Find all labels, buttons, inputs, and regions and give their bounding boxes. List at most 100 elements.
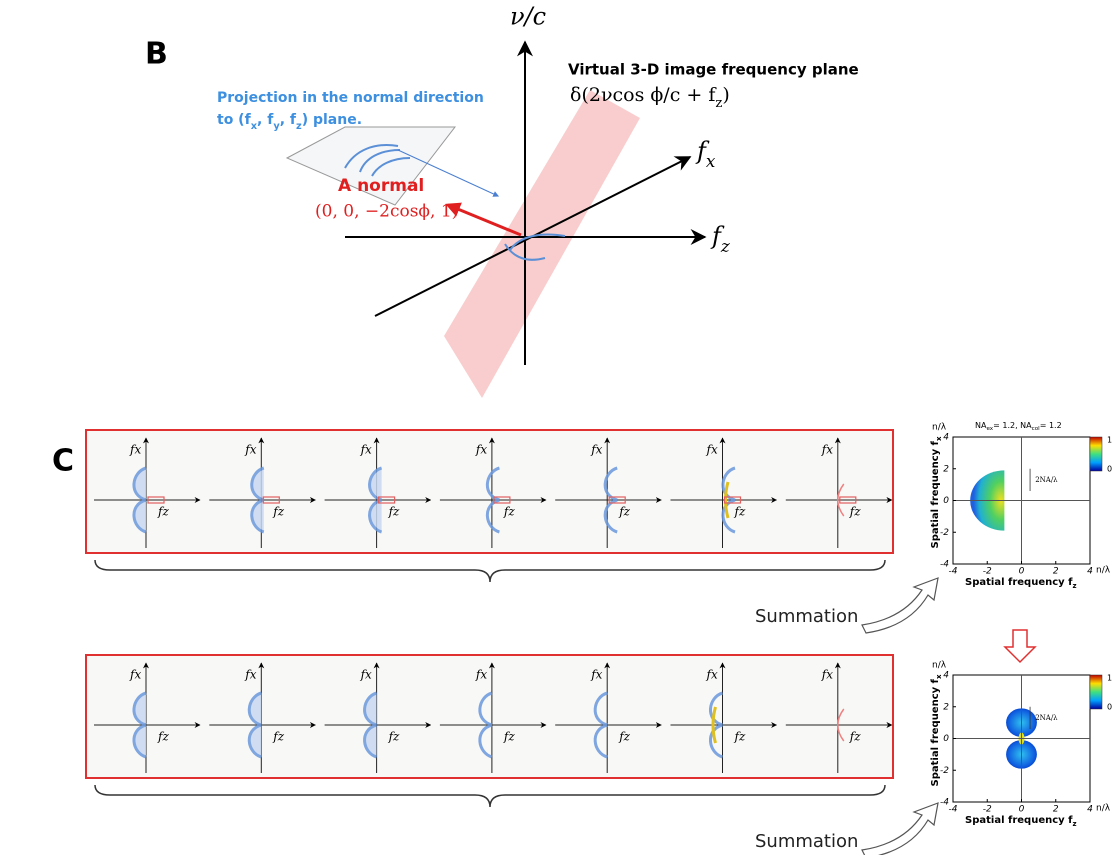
axis-label: fx [695, 137, 716, 171]
y-tick-label: -2 [940, 766, 949, 776]
text-run: = 1.2 [1040, 421, 1062, 430]
panel-label: fz [618, 730, 630, 744]
annotation: 2NA/λ [1035, 476, 1058, 484]
summation-arrow [861, 577, 939, 634]
text-run: Spatial frequency f [930, 440, 941, 548]
crescent-core [724, 481, 730, 519]
x-tick-label: 0 [1019, 805, 1025, 815]
summation-label: Summation [755, 606, 858, 627]
axis-label: Spatial frequency fx [930, 436, 943, 549]
panel-label: fx [244, 668, 256, 682]
panel-label: fx [475, 443, 487, 457]
text-run: , f [280, 112, 297, 128]
crescent [721, 466, 736, 534]
subscript: z [1073, 820, 1077, 828]
subscript: x [706, 151, 716, 171]
plot-title: NAex= 1.2, NAcol= 1.2 [975, 421, 1062, 432]
panel-label: fx [590, 668, 602, 682]
flow-arrow [1003, 629, 1037, 664]
crescent [709, 691, 724, 759]
panel-label: fz [388, 730, 400, 744]
crescent [478, 691, 493, 759]
y-tick-label: 0 [943, 496, 949, 506]
panel-label: fx [475, 668, 487, 682]
panel-label: fz [503, 505, 515, 519]
subscript: ex [986, 426, 993, 432]
panel-label: fx [590, 443, 602, 457]
shift-arrow [378, 496, 396, 504]
panel-label: fz [272, 505, 284, 519]
panel-label: fz [618, 505, 630, 519]
y-tick-label: 2 [943, 464, 949, 474]
brace [94, 784, 886, 808]
panel-label: fz [849, 505, 861, 519]
text-run: = 1.2, NA [993, 421, 1032, 430]
x-tick-label: -4 [949, 567, 958, 577]
normal-title: A normal [338, 176, 424, 196]
subscript: y [273, 121, 280, 132]
panel-label: B [145, 37, 168, 72]
normal-arrow [445, 202, 522, 237]
panel-label: C [52, 444, 74, 479]
x-tick-label: 4 [1087, 567, 1093, 577]
subscript: x [935, 674, 943, 679]
y-tick-label: 0 [943, 734, 949, 744]
shift-arrow [839, 496, 857, 504]
subscript: x [935, 436, 943, 441]
subscript: z [715, 96, 722, 111]
y-tick-label: -4 [940, 798, 949, 808]
shift-arrow [147, 496, 165, 504]
crescent [247, 691, 262, 759]
axis-label: ν/c [510, 3, 546, 31]
text-run: NA [975, 421, 987, 430]
y-tick-label: 4 [943, 433, 949, 443]
shift-arrow [262, 496, 280, 504]
unit-label: n/λ [932, 423, 947, 433]
brace [94, 559, 886, 583]
y-tick-label: 4 [943, 671, 949, 681]
axis-label: Spatial frequency fx [930, 674, 943, 787]
panel-b-drawing [285, 40, 707, 398]
panel-label: fx [706, 443, 718, 457]
unit-label: n/λ [1096, 566, 1111, 576]
shift-arrow [608, 496, 626, 504]
crescent [363, 691, 378, 759]
panel-label: fx [244, 443, 256, 457]
text-run: Spatial frequency f [930, 678, 941, 786]
origin-shape [504, 233, 566, 261]
subscript: z [1073, 582, 1077, 590]
projection-text: Projection in the normal direction [217, 90, 484, 106]
panel-label: fz [734, 730, 746, 744]
panel-label: fx [821, 668, 833, 682]
panel-label: fx [706, 668, 718, 682]
text-run: to (f [217, 112, 252, 128]
unit-label: n/λ [1096, 804, 1111, 814]
panel-label: fz [734, 505, 746, 519]
projection-plane [285, 126, 457, 206]
x-tick-label: 0 [1019, 567, 1025, 577]
text-run: , f [257, 112, 274, 128]
x-tick-label: -2 [983, 805, 992, 815]
shift-arrow [723, 496, 742, 504]
text-run: δ(2νcos ϕ/c + f [570, 84, 717, 106]
panel-label: fz [157, 730, 169, 744]
unit-label: n/λ [932, 661, 947, 671]
panel-label: fz [503, 730, 515, 744]
colorbar-label: 1 [1107, 674, 1112, 683]
crescent-core [711, 706, 717, 744]
x-tick-label: 2 [1053, 805, 1059, 815]
x-tick-label: 4 [1087, 805, 1093, 815]
crescent [837, 708, 845, 742]
text-run: Spatial frequency f [965, 815, 1073, 826]
crescent [368, 466, 383, 534]
x-tick-label: -4 [949, 805, 958, 815]
colorbar [1089, 436, 1103, 472]
crescent [603, 466, 618, 534]
y-tick-label: -4 [940, 560, 949, 570]
normal-vector: (0, 0, −2cosϕ, 1) [315, 202, 458, 222]
text-run: ) [722, 84, 729, 106]
colorbar-label: 0 [1107, 465, 1112, 474]
x-tick-label: 2 [1053, 567, 1059, 577]
image-plane [444, 90, 640, 398]
